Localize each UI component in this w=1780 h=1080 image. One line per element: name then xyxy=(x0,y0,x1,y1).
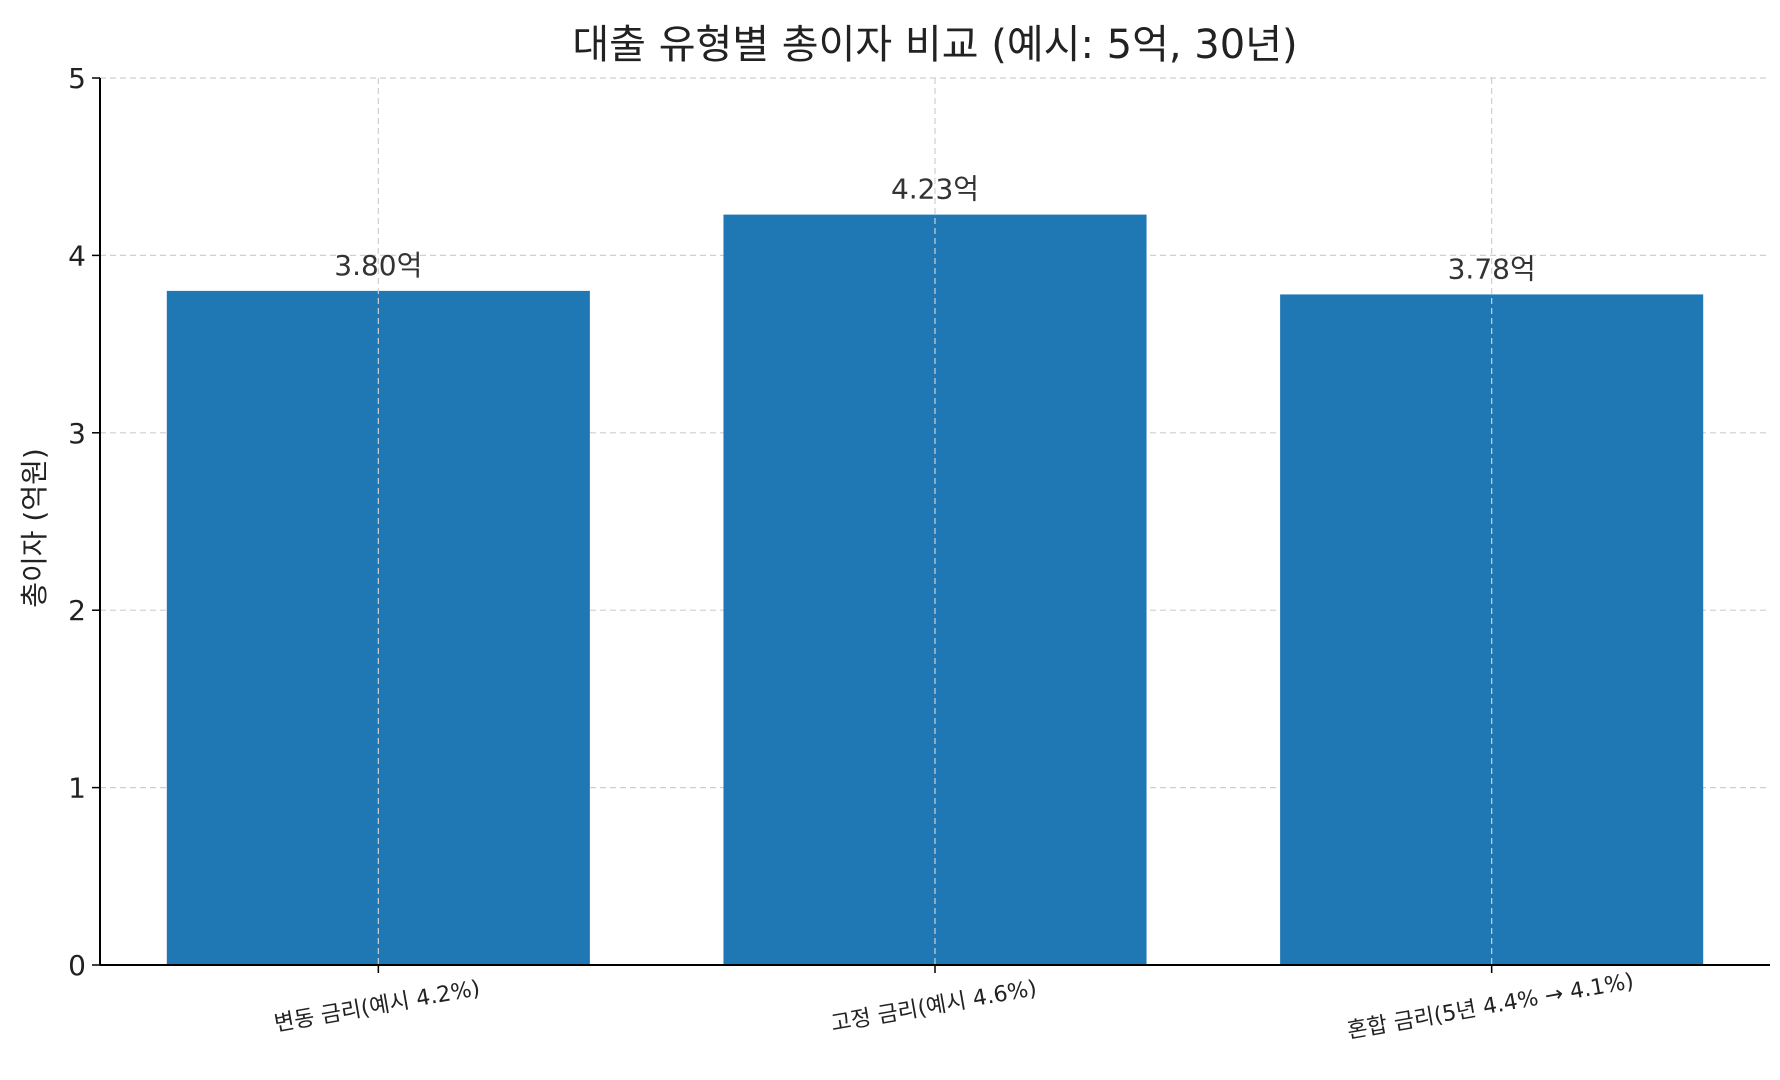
y-tick-label: 1 xyxy=(68,772,86,805)
chart-title: 대출 유형별 총이자 비교 (예시: 5억, 30년) xyxy=(572,22,1297,68)
y-tick-label: 2 xyxy=(68,594,86,627)
y-axis-label: 총이자 (억원) xyxy=(18,448,51,608)
y-tick-label: 4 xyxy=(68,239,86,272)
labels-layer: 3.80억 4.23억 3.78억 xyxy=(334,173,1535,286)
y-tick-label: 5 xyxy=(68,62,86,95)
y-tick-label: 3 xyxy=(68,417,86,450)
bars-layer xyxy=(166,78,1704,966)
data-label: 3.80억 xyxy=(334,249,422,282)
x-tick-label: 혼합 금리(5년 4.4% → 4.1%) xyxy=(1345,969,1635,1044)
y-tick-label: 0 xyxy=(68,949,86,982)
x-tick-label: 변동 금리(예시 4.2%) xyxy=(272,976,482,1037)
data-label: 3.78억 xyxy=(1448,252,1536,285)
x-tick-label: 고정 금리(예시 4.6%) xyxy=(829,976,1039,1037)
data-label: 4.23억 xyxy=(891,173,979,206)
